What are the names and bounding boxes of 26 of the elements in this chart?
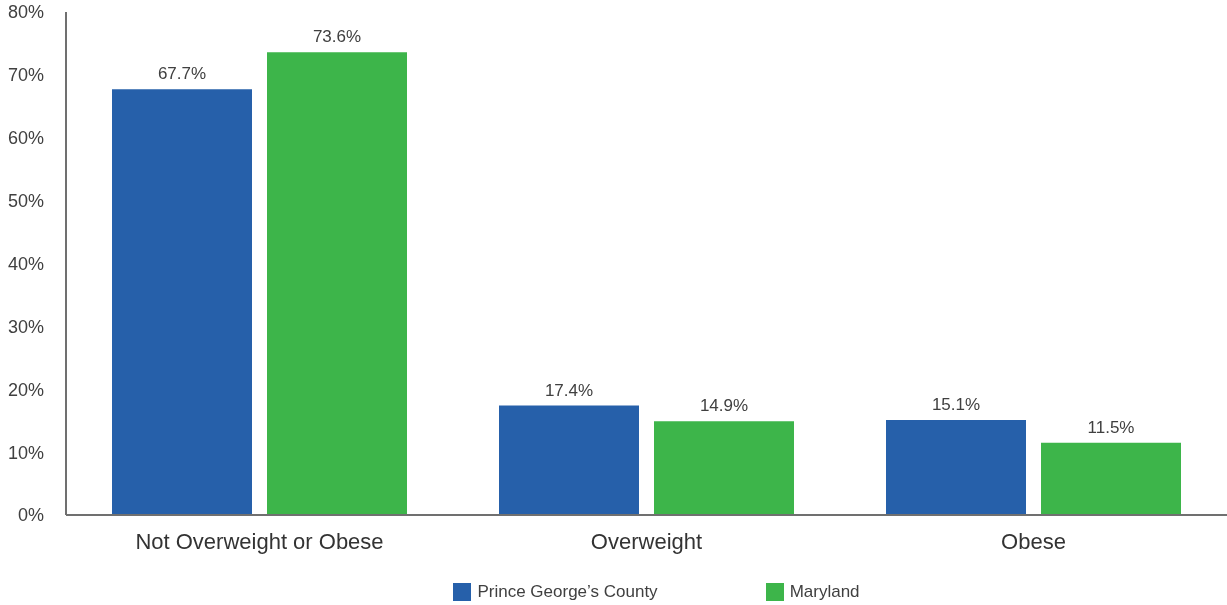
data-label: 17.4% bbox=[544, 380, 594, 400]
bar bbox=[654, 421, 794, 515]
bar bbox=[112, 89, 252, 515]
legend-label: Maryland bbox=[789, 582, 860, 602]
data-label: 11.5% bbox=[1087, 417, 1135, 437]
data-label: 73.6% bbox=[312, 27, 362, 47]
bar bbox=[267, 52, 407, 515]
x-tick-label: Obese bbox=[1001, 528, 1066, 554]
y-tick-label: 30% bbox=[7, 316, 44, 337]
y-tick-label: 20% bbox=[7, 379, 44, 400]
y-tick-label: 50% bbox=[7, 191, 44, 212]
y-tick-label: 70% bbox=[7, 65, 44, 86]
y-tick-label: 80% bbox=[7, 2, 44, 23]
bar bbox=[499, 405, 639, 515]
y-tick-label: 10% bbox=[7, 442, 44, 463]
data-label: 67.7% bbox=[157, 64, 207, 84]
bar bbox=[1041, 442, 1181, 515]
x-tick-label: Not Overweight or Obese bbox=[135, 528, 384, 554]
data-label: 15.1% bbox=[931, 395, 981, 415]
bar bbox=[886, 420, 1026, 515]
legend-label: Prince George’s County bbox=[477, 582, 658, 602]
y-tick-label: 40% bbox=[7, 253, 44, 274]
x-tick-label: Overweight bbox=[590, 528, 703, 554]
data-label: 14.9% bbox=[699, 396, 749, 416]
y-tick-label: 60% bbox=[7, 128, 44, 149]
y-tick-label: 0% bbox=[17, 505, 44, 526]
